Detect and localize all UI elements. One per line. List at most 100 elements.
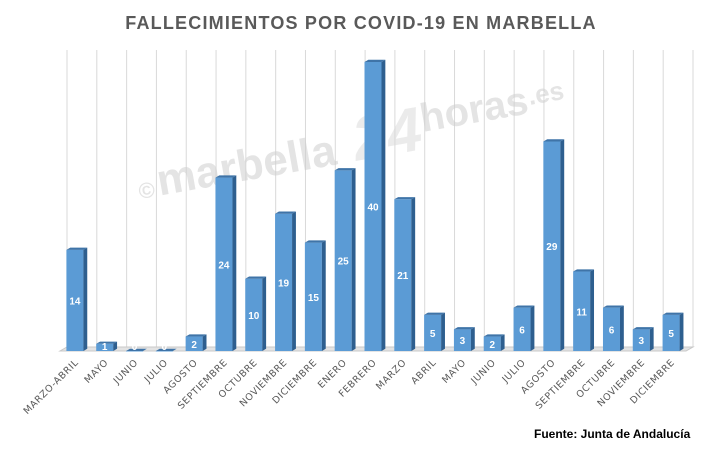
bar-top xyxy=(334,168,356,171)
bar-top xyxy=(215,175,237,178)
bar-side xyxy=(113,341,118,351)
bar-front xyxy=(453,329,471,351)
x-tick-label: JUNIO xyxy=(469,357,499,387)
bar-front xyxy=(483,336,501,351)
bar-top xyxy=(513,305,535,308)
bar xyxy=(185,334,207,351)
bar-side xyxy=(619,305,624,351)
x-tick-label: JUNIO xyxy=(111,357,141,387)
bar-side xyxy=(441,312,445,351)
data-label: 24 xyxy=(218,260,230,271)
bar-side xyxy=(381,59,386,352)
bar-top xyxy=(394,197,416,200)
x-tick-label: MAYO xyxy=(82,357,110,385)
bar xyxy=(424,312,445,351)
bar-front xyxy=(155,351,173,352)
bar-front xyxy=(364,62,382,351)
bar-top xyxy=(185,334,207,337)
bar-front xyxy=(424,314,442,351)
bar-side xyxy=(530,305,535,351)
bar-top xyxy=(483,334,505,337)
bar-top xyxy=(424,312,445,315)
bar xyxy=(662,312,684,351)
data-label: 25 xyxy=(338,257,350,268)
x-tick-label: JULIO xyxy=(500,357,529,386)
data-label: 6 xyxy=(519,325,525,336)
bar xyxy=(632,327,654,351)
bar-top xyxy=(543,139,565,142)
bar-top xyxy=(364,59,386,62)
bars xyxy=(66,59,684,352)
data-label: 40 xyxy=(367,203,379,214)
bar xyxy=(483,334,505,351)
data-label: 11 xyxy=(576,307,587,318)
bar-front xyxy=(573,271,591,351)
chart-title: FALLECIMIENTOS POR COVID-19 EN MARBELLA xyxy=(125,13,597,33)
bar-top xyxy=(96,341,118,344)
bar-front xyxy=(126,351,144,352)
bar xyxy=(275,211,296,351)
bar-front xyxy=(662,314,680,351)
data-label: 0 xyxy=(132,342,138,353)
data-label: 3 xyxy=(460,336,466,347)
bar-top xyxy=(573,269,595,272)
bar-side xyxy=(321,240,326,351)
bar-side xyxy=(83,247,88,351)
data-label: 19 xyxy=(278,278,290,289)
bar-top xyxy=(275,211,296,214)
bar-front xyxy=(394,199,412,351)
bar-side xyxy=(500,334,505,351)
bar-front xyxy=(632,329,650,351)
data-label: 14 xyxy=(69,296,81,307)
bar-front xyxy=(275,213,293,351)
bar-side xyxy=(679,312,684,351)
bar xyxy=(126,348,147,352)
bar-front xyxy=(215,177,233,351)
data-label: 15 xyxy=(308,293,320,304)
bar xyxy=(394,197,416,351)
data-label: 2 xyxy=(191,340,197,351)
bar-top xyxy=(602,305,624,308)
bar-side xyxy=(351,168,356,351)
bar-top xyxy=(126,348,147,351)
bar-top xyxy=(632,327,654,330)
bar-front xyxy=(245,278,263,351)
data-label: 0 xyxy=(162,342,168,353)
bar-side xyxy=(232,175,237,351)
bar-side xyxy=(411,197,416,351)
bar xyxy=(364,59,386,352)
bar-front xyxy=(543,141,561,351)
bar-side xyxy=(292,211,296,351)
data-label: 29 xyxy=(546,242,558,253)
bar xyxy=(543,139,565,351)
bar-front xyxy=(185,336,203,351)
bar-top xyxy=(155,348,177,351)
bar-front xyxy=(334,170,352,351)
x-tick-label: MAYO xyxy=(440,357,468,385)
bar-front xyxy=(66,249,84,351)
data-label: 1 xyxy=(102,342,108,353)
bar xyxy=(245,276,267,351)
watermark-tld: .es xyxy=(525,75,566,111)
watermark-brand: marbella xyxy=(153,126,340,206)
x-tick-label: MARZO xyxy=(374,357,409,392)
bar xyxy=(66,247,88,351)
data-label: 10 xyxy=(248,311,260,322)
bar xyxy=(304,240,326,351)
data-label: 3 xyxy=(639,336,645,347)
bar-side xyxy=(560,139,565,351)
bar-top xyxy=(304,240,326,243)
bar-side xyxy=(202,334,207,351)
x-tick-label: JULIO xyxy=(142,357,171,386)
bar-side xyxy=(590,269,595,351)
source-note: Fuente: Junta de Andalucía xyxy=(534,427,691,441)
bar-top xyxy=(453,327,475,330)
bar xyxy=(334,168,356,351)
bar xyxy=(96,341,118,351)
bar xyxy=(215,175,237,351)
bar-top xyxy=(245,276,267,279)
bar-side xyxy=(262,276,267,351)
bar xyxy=(602,305,624,351)
